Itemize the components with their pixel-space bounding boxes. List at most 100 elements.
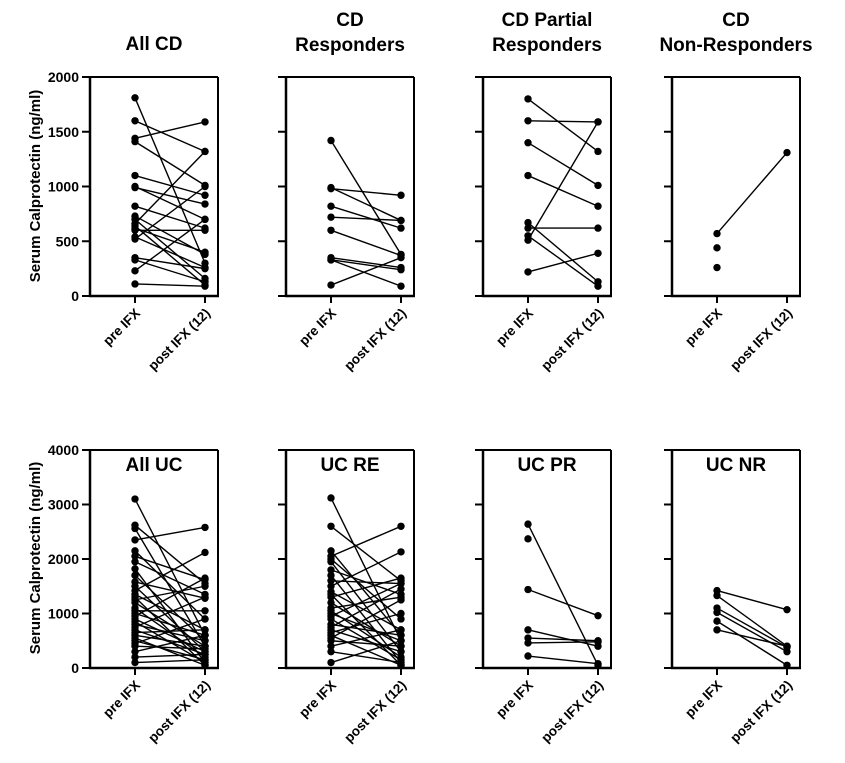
data-point-post xyxy=(201,200,209,208)
y-tick-label: 2000 xyxy=(48,69,79,85)
paired-line xyxy=(134,185,206,220)
panel-title: CD Partial xyxy=(502,10,593,31)
data-point-post xyxy=(397,615,405,623)
data-point-pre xyxy=(524,626,532,634)
data-point-pre xyxy=(327,136,335,145)
panel-title: UC NR xyxy=(706,455,766,476)
paired-line xyxy=(134,618,206,653)
data-point-post xyxy=(201,226,209,234)
paired-line xyxy=(134,218,206,280)
chart-panel: CD Partial Responders pre IFX post IFX (12) xyxy=(475,10,612,373)
x-tick-label: post IFX (12) xyxy=(145,306,213,374)
paired-line xyxy=(134,640,206,661)
data-point-post xyxy=(201,548,209,557)
data-point-pre xyxy=(327,522,335,530)
data-point-post xyxy=(397,548,405,556)
paired-line xyxy=(134,121,206,140)
data-point-pre xyxy=(131,495,139,503)
paired-line xyxy=(527,222,599,283)
paired-line xyxy=(134,259,206,283)
paired-line xyxy=(134,555,206,581)
row-2-ylabel-group: Serum Calprotectin (ng/ml) xyxy=(27,462,44,655)
data-point-pre xyxy=(131,183,139,192)
paired-line xyxy=(527,174,599,207)
data-point-post xyxy=(594,638,602,646)
data-point-pre xyxy=(327,571,335,580)
paired-line xyxy=(134,186,206,205)
paired-line xyxy=(134,174,206,196)
x-tick-label: pre IFX xyxy=(493,678,536,721)
paired-line xyxy=(330,558,402,620)
paired-line xyxy=(134,618,206,645)
paired-line xyxy=(134,97,206,264)
data-point-pre xyxy=(327,658,335,667)
paired-line xyxy=(330,550,402,636)
data-point-post xyxy=(397,282,405,290)
data-point-post xyxy=(397,637,405,645)
paired-line xyxy=(527,637,599,642)
y-tick-label: 0 xyxy=(71,660,79,676)
x-tick-label: pre IFX xyxy=(682,678,725,721)
data-point-post xyxy=(397,216,405,225)
paired-line xyxy=(527,98,599,153)
paired-line xyxy=(330,612,402,634)
paired-line xyxy=(330,612,402,642)
data-point-post xyxy=(397,191,405,199)
paired-line xyxy=(716,620,788,666)
data-point-pre xyxy=(131,171,139,180)
data-point-pre xyxy=(131,267,139,275)
x-tick-label: post IFX (12) xyxy=(727,306,795,374)
data-point-post xyxy=(397,585,405,593)
data-point-post xyxy=(397,253,405,262)
data-point-pre xyxy=(327,494,335,502)
paired-line xyxy=(330,577,402,598)
data-point-post xyxy=(201,626,209,634)
data-point-pre xyxy=(327,558,335,566)
panel-title: UC RE xyxy=(320,455,379,476)
data-point-pre xyxy=(131,226,139,234)
paired-line xyxy=(527,252,599,273)
x-tick-label: post IFX (12) xyxy=(538,306,606,374)
data-point-post xyxy=(201,631,209,639)
data-point-pre xyxy=(131,598,139,607)
x-tick-label: post IFX (12) xyxy=(341,306,409,374)
paired-line xyxy=(134,498,206,636)
paired-line xyxy=(134,551,206,592)
y-tick-label: 4000 xyxy=(48,442,79,458)
data-point-post xyxy=(201,264,209,273)
data-point-pre xyxy=(327,647,335,656)
paired-line xyxy=(716,611,788,653)
paired-line xyxy=(527,655,599,665)
data-point-pre xyxy=(131,658,139,667)
data-point-pre xyxy=(131,524,139,533)
paired-line xyxy=(527,120,599,123)
data-point-pre xyxy=(131,571,139,580)
data-point-post xyxy=(201,191,209,199)
data-point-pre xyxy=(524,652,532,660)
paired-line xyxy=(330,623,402,636)
data-point-post xyxy=(397,579,405,588)
data-point-pre xyxy=(524,585,532,594)
paired-line xyxy=(330,640,402,664)
data-point-post xyxy=(594,249,602,257)
data-point-post xyxy=(201,656,209,664)
data-point-post xyxy=(397,574,405,582)
data-point-post xyxy=(397,647,405,656)
paired-line xyxy=(330,205,402,229)
data-point-pre xyxy=(524,268,532,276)
panel-title: CD xyxy=(336,10,363,31)
data-point-pre xyxy=(524,224,532,232)
paired-line xyxy=(716,594,788,647)
x-tick-label: pre IFX xyxy=(296,678,339,721)
data-point-pre xyxy=(131,565,139,573)
y-tick-label: 500 xyxy=(56,233,80,249)
paired-line xyxy=(330,591,402,631)
data-point-pre xyxy=(327,202,335,210)
data-point-pre xyxy=(524,639,532,647)
paired-line xyxy=(134,225,206,286)
paired-line xyxy=(134,634,206,653)
paired-line xyxy=(330,140,402,255)
data-point-post xyxy=(201,282,209,290)
paired-line xyxy=(134,256,206,270)
